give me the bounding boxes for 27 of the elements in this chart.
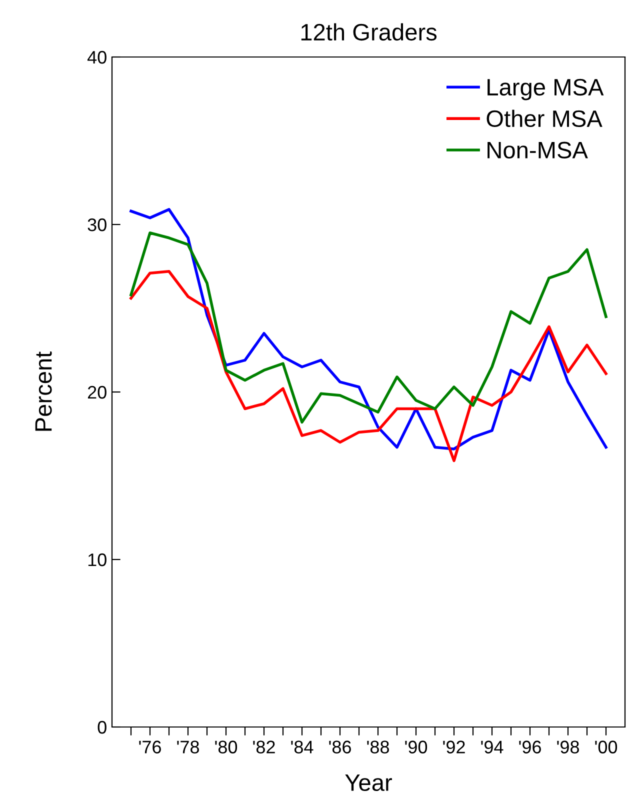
x-axis-title: Year [345,774,392,792]
y-axis-title: Percent [35,351,52,431]
y-tick-label: 0 [98,720,106,734]
x-tick-label: '86 [329,740,351,754]
x-tick-label: '84 [291,740,314,754]
x-tick-label: '88 [367,740,389,754]
line-series [130,231,608,424]
line-series [130,208,608,450]
x-tick-label: '00 [595,740,618,754]
legend-label: Large MSA [488,78,604,100]
x-tick-label: '80 [215,740,238,754]
legend-label: Non-MSA [488,142,588,158]
y-tick-label: 20 [88,386,106,399]
x-tick-label: '98 [557,740,579,754]
legend-label: Other MSA [486,110,602,128]
x-tick-label: '82 [253,740,275,754]
x-tick-label: '94 [481,740,504,754]
x-tick-label: '90 [405,740,428,754]
x-tick-label: '92 [443,740,465,754]
x-tick-label: '78 [177,740,199,754]
y-tick-label: 10 [88,553,106,566]
line-series [130,270,608,462]
y-tick-label: 30 [88,218,106,232]
chart-title: 12th Graders [301,23,437,41]
x-tick-label: '76 [139,740,161,754]
y-tick-label: 40 [87,50,106,64]
x-tick-label: '96 [519,740,541,754]
